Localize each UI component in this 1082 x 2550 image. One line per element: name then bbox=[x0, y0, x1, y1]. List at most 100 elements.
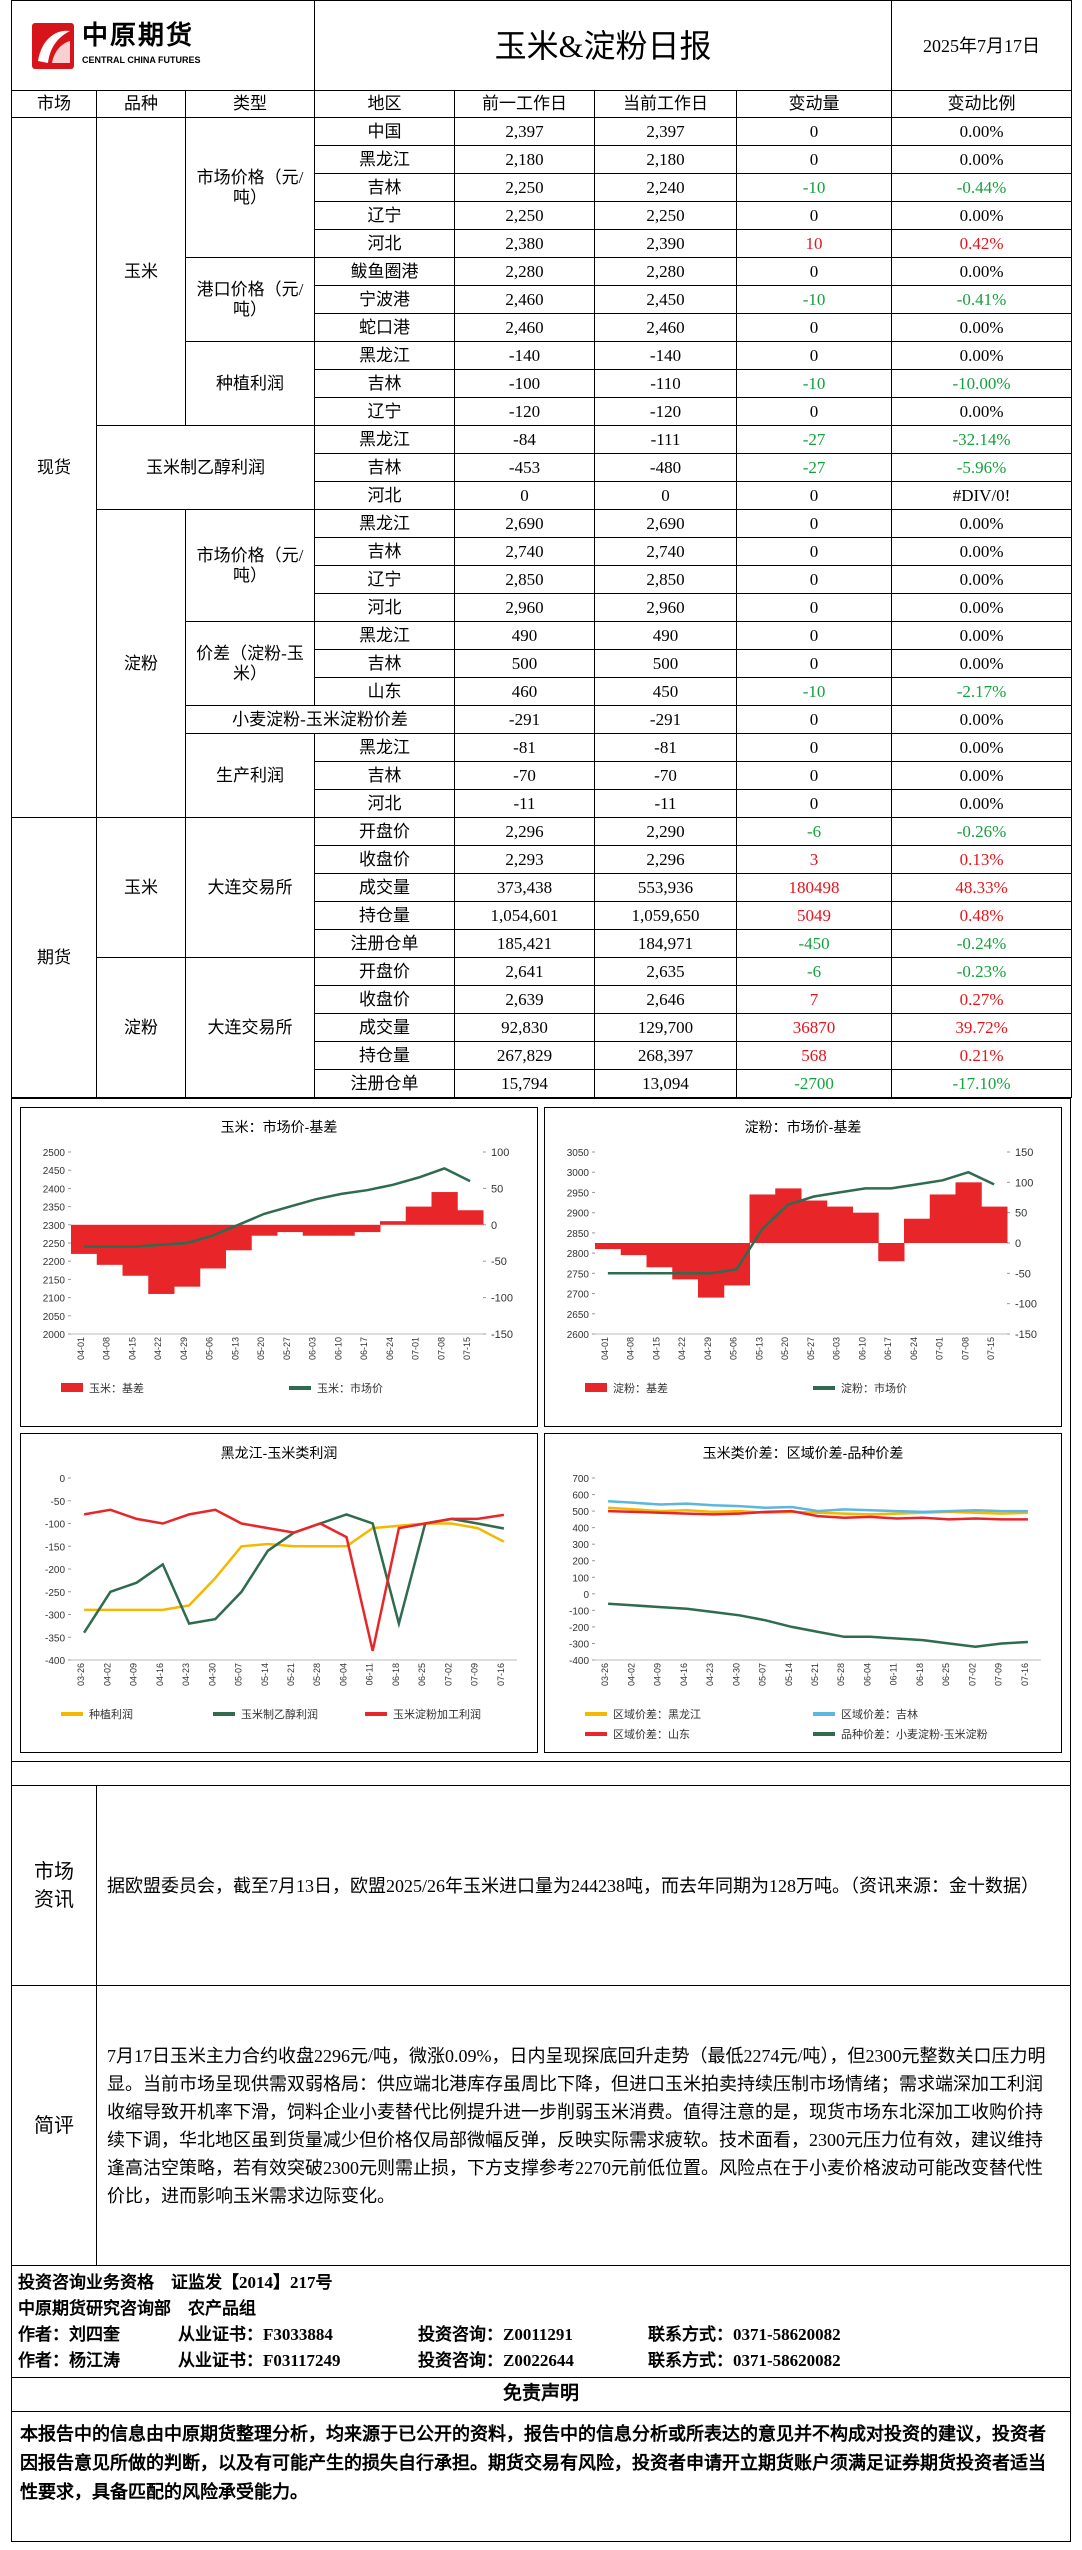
value-cell: 0.27% bbox=[891, 985, 1073, 1014]
value-cell: 0.00% bbox=[891, 313, 1073, 342]
series-line bbox=[607, 1170, 995, 1275]
value-cell: 15,794 bbox=[454, 1069, 596, 1098]
value-cell: 2,450 bbox=[594, 285, 738, 314]
value-cell: 450 bbox=[594, 677, 738, 706]
value-cell: 48.33% bbox=[891, 873, 1073, 902]
value-cell: 0 bbox=[736, 397, 893, 426]
table-row: 吉林 -100 -110 -10 -10.00% bbox=[12, 369, 1073, 398]
value-cell: 2,293 bbox=[454, 845, 596, 874]
bar bbox=[698, 1243, 725, 1298]
value-cell: 268,397 bbox=[594, 1041, 738, 1070]
variety-cell: 玉米制乙醇利润 bbox=[95, 425, 316, 510]
value-cell: 36870 bbox=[736, 1013, 893, 1042]
bar bbox=[148, 1224, 175, 1294]
value-cell: 辽宁 bbox=[314, 565, 456, 594]
x-tick-label: 04-01 bbox=[76, 1337, 86, 1360]
table-row: 吉林 500 500 0 0.00% bbox=[12, 649, 1073, 678]
type-cell: 生产利润 bbox=[184, 733, 316, 818]
x-tick-label: 04-02 bbox=[102, 1663, 112, 1686]
y2-tick-label: -50 bbox=[1015, 1268, 1031, 1280]
x-tick-label: 04-09 bbox=[129, 1663, 139, 1686]
value-cell: -120 bbox=[594, 397, 738, 426]
y2-tick-label: -150 bbox=[491, 1329, 513, 1341]
x-tick-label: 04-15 bbox=[651, 1337, 661, 1360]
value-cell: 吉林 bbox=[314, 369, 456, 398]
type-cell: 市场价格（元/吨） bbox=[184, 509, 316, 622]
x-tick-label: 03-26 bbox=[76, 1663, 86, 1686]
column-header: 当前工作日 bbox=[594, 90, 738, 118]
column-header: 变动比例 bbox=[891, 90, 1073, 118]
variety-cell: 玉米 bbox=[96, 817, 186, 958]
value-cell: 吉林 bbox=[314, 453, 456, 482]
y-tick-label: 300 bbox=[572, 1540, 589, 1551]
value-cell: 2,250 bbox=[454, 173, 596, 202]
y2-tick-label: 0 bbox=[491, 1220, 497, 1232]
bar bbox=[354, 1224, 381, 1233]
table-row: 辽宁 2,250 2,250 0 0.00% bbox=[12, 201, 1073, 230]
value-cell: -10 bbox=[736, 677, 893, 706]
value-cell: 1,054,601 bbox=[454, 901, 596, 930]
y-tick-label: 2850 bbox=[567, 1229, 590, 1240]
variety-cell: 玉米 bbox=[96, 117, 186, 426]
table-row: 注册仓单 185,421 184,971 -450 -0.24% bbox=[12, 929, 1073, 958]
y-tick-label: -250 bbox=[45, 1588, 65, 1599]
table-row: 淀粉 市场价格（元/吨） 黑龙江 2,690 2,690 0 0.00% bbox=[12, 509, 1073, 818]
y-tick-label: 2300 bbox=[43, 1221, 66, 1232]
y-tick-label: 2450 bbox=[43, 1166, 66, 1177]
y2-tick-label: 50 bbox=[1015, 1208, 1027, 1220]
value-cell: 0.00% bbox=[891, 649, 1073, 678]
x-tick-label: 05-28 bbox=[836, 1663, 846, 1686]
y-tick-label: 2500 bbox=[43, 1148, 66, 1159]
type-cell: 价差（淀粉-玉米） bbox=[184, 621, 316, 706]
value-cell: 2,296 bbox=[454, 817, 596, 846]
legend-label: 品种价差：小麦淀粉-玉米淀粉 bbox=[841, 1727, 988, 1741]
value-cell: -32.14% bbox=[891, 425, 1073, 454]
value-cell: -6 bbox=[736, 957, 893, 986]
bar bbox=[96, 1224, 123, 1265]
x-tick-label: 05-06 bbox=[205, 1337, 215, 1360]
bar bbox=[457, 1210, 484, 1225]
value-cell: 267,829 bbox=[454, 1041, 596, 1070]
report-title: 玉米&淀粉日报 bbox=[314, 0, 893, 91]
legend-label: 区域价差：山东 bbox=[613, 1727, 690, 1741]
value-cell: 河北 bbox=[314, 789, 456, 818]
value-cell: -110 bbox=[594, 369, 738, 398]
value-cell: 收盘价 bbox=[314, 845, 456, 874]
value-cell: 0.00% bbox=[891, 789, 1073, 818]
value-cell: -450 bbox=[736, 929, 893, 958]
value-cell: 2,397 bbox=[594, 117, 738, 146]
x-tick-label: 07-09 bbox=[994, 1663, 1004, 1686]
value-cell: -0.26% bbox=[891, 817, 1073, 846]
value-cell: 注册仓单 bbox=[314, 1069, 456, 1098]
value-cell: 河北 bbox=[314, 229, 456, 258]
table-row: 河北 0 0 0 #DIV/0! bbox=[12, 481, 1073, 510]
y-tick-label: -300 bbox=[45, 1611, 65, 1622]
y2-tick-label: -50 bbox=[491, 1256, 507, 1268]
legend-label: 玉米制乙醇利润 bbox=[241, 1707, 318, 1721]
legend-label: 玉米淀粉加工利润 bbox=[393, 1707, 481, 1721]
column-header: 地区 bbox=[314, 90, 456, 118]
y-tick-label: -350 bbox=[45, 1633, 65, 1644]
logo-en: CENTRAL CHINA FUTURES bbox=[82, 54, 201, 65]
x-tick-label: 05-07 bbox=[234, 1663, 244, 1686]
x-tick-label: 05-13 bbox=[754, 1337, 764, 1360]
series-line bbox=[608, 1602, 1028, 1649]
value-cell: 3 bbox=[736, 845, 893, 874]
legend-label: 淀粉：基差 bbox=[613, 1381, 668, 1395]
value-cell: 0 bbox=[736, 313, 893, 342]
y-tick-label: 600 bbox=[572, 1491, 589, 1502]
x-tick-label: 04-22 bbox=[677, 1337, 687, 1360]
author-field: 作者：刘四奎 bbox=[18, 2325, 120, 2344]
value-cell: 2,641 bbox=[454, 957, 596, 986]
chart-panel: 玉米：市场价-基差 2500 2450 2400 2350 2300 2250 2200 215… bbox=[20, 1107, 538, 1427]
value-cell: 490 bbox=[454, 621, 596, 650]
x-tick-label: 07-16 bbox=[496, 1663, 506, 1686]
value-cell: -27 bbox=[736, 453, 893, 482]
value-cell: 黑龙江 bbox=[314, 341, 456, 370]
charts: 玉米：市场价-基差 2500 2450 2400 2350 2300 2250 2200 215… bbox=[11, 1098, 1071, 1762]
type-cell: 小麦淀粉-玉米淀粉价差 bbox=[184, 705, 456, 734]
value-cell: 0 bbox=[736, 201, 893, 230]
x-tick-label: 04-30 bbox=[731, 1663, 741, 1686]
value-cell: 2,960 bbox=[454, 593, 596, 622]
bar bbox=[277, 1224, 304, 1233]
